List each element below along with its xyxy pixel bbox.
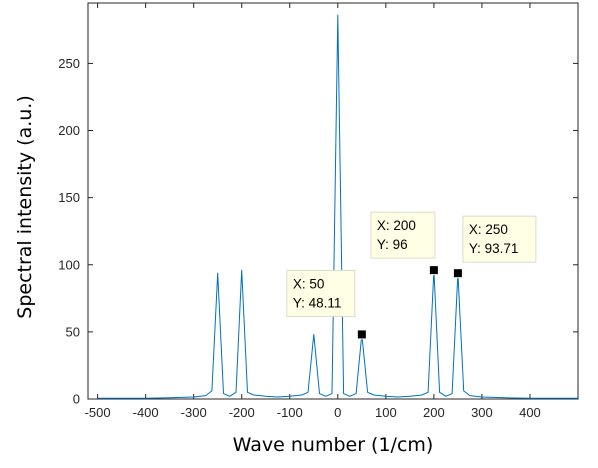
x-tick-label: 300 — [471, 405, 493, 420]
x-tick-label: -300 — [181, 405, 207, 420]
datatip-box — [370, 211, 436, 259]
y-tick-label: 50 — [66, 324, 80, 339]
datatip-x-label: X: 50 — [293, 276, 325, 291]
x-tick-label: 0 — [334, 405, 341, 420]
y-tick-label: 100 — [58, 257, 80, 272]
datatip[interactable]: X: 50 Y: 48.11 — [286, 269, 367, 340]
datatip-box — [286, 269, 356, 317]
datatip-marker — [428, 265, 439, 276]
datatip-box — [462, 215, 537, 263]
datatip[interactable]: X: 250 Y: 93.71 — [452, 215, 537, 279]
datatip-y-label: Y: 96 — [377, 237, 408, 252]
datatip-marker — [452, 268, 463, 279]
datatip-x-label: X: 200 — [377, 218, 416, 233]
y-tick-label: 0 — [73, 392, 80, 407]
y-tick-label: 200 — [58, 123, 80, 138]
datatip-x-label: X: 250 — [469, 222, 508, 237]
x-tick-label: 400 — [519, 405, 541, 420]
datatip[interactable]: X: 200 Y: 96 — [370, 211, 439, 276]
x-tick-label: 200 — [423, 405, 445, 420]
x-axis-label: Wave number (1/cm) — [233, 434, 434, 456]
x-tick-label: -200 — [229, 405, 255, 420]
y-tick-label: 150 — [58, 190, 80, 205]
y-axis-ticks: 0 50 100 150 200 250 — [58, 56, 578, 407]
datatips: X: 50 Y: 48.11 X: 200 Y: 96 X: 250 Y: 93.71 — [286, 211, 537, 340]
datatip-marker — [356, 329, 367, 340]
datatip-y-label: Y: 48.11 — [293, 295, 342, 310]
y-tick-label: 250 — [58, 56, 80, 71]
x-axis-ticks: -500 -400 -300 -200 -100 0 100 200 300 400 — [85, 3, 541, 420]
datatip-y-label: Y: 93.71 — [469, 241, 519, 256]
x-tick-label: -100 — [277, 405, 303, 420]
x-tick-label: -500 — [85, 405, 111, 420]
y-axis-label: Spectral intensity (a.u.) — [14, 95, 36, 318]
x-tick-label: -400 — [133, 405, 159, 420]
spectrum-line — [97, 14, 578, 399]
x-tick-label: 100 — [375, 405, 397, 420]
